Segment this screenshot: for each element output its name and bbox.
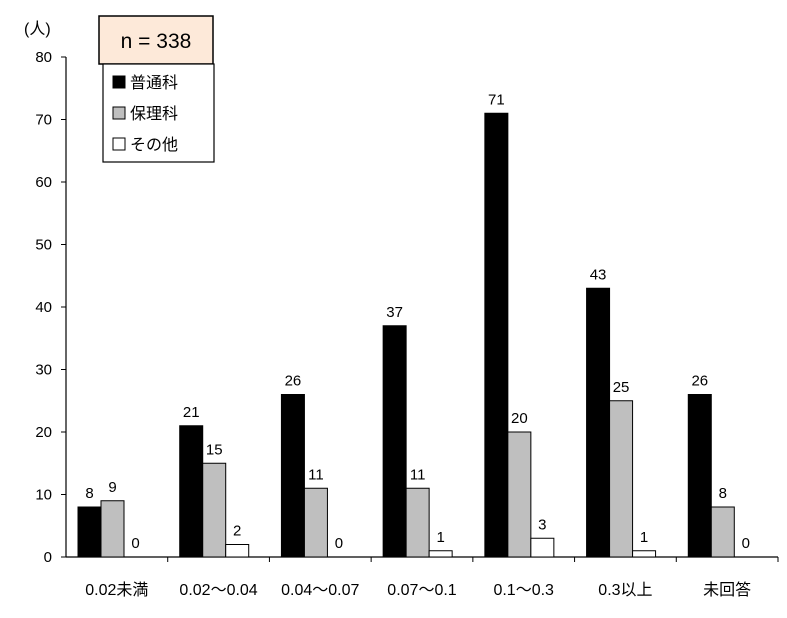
data-label: 21 [183,404,200,421]
bar-2 [710,506,735,558]
sample-size-box: n = 338 [98,15,214,65]
x-category-label: 0.07〜0.1 [387,582,456,599]
y-tick-label: 40 [35,299,52,316]
data-label: 25 [613,379,630,396]
data-label: 37 [386,304,403,321]
bar-1 [687,394,712,558]
data-label: 20 [511,410,528,427]
bar-3 [428,550,453,558]
bar-2 [609,400,634,558]
y-tick-label: 80 [35,49,52,66]
legend-swatch [112,137,126,151]
data-label: 1 [436,529,444,546]
data-label: 8 [719,485,727,502]
data-label: 2 [233,523,241,540]
bar-2 [100,500,125,558]
x-category-label: 未回答 [703,581,751,599]
bar-1 [179,425,204,558]
bar-1 [586,287,611,558]
data-label: 11 [308,466,324,483]
data-label: 0 [131,535,139,552]
legend-label: その他 [130,136,178,154]
data-label: 0 [742,535,750,552]
bar-2 [303,487,328,558]
data-label: 3 [538,516,546,533]
bar-2 [202,462,227,558]
bar-3 [632,550,657,558]
bar-2 [507,431,532,558]
bar-1 [77,506,102,558]
data-label: 26 [285,373,302,390]
x-category-label: 0.02〜0.04 [179,582,257,599]
y-tick-label: 50 [35,237,52,254]
x-category-label: 0.1〜0.3 [493,582,554,599]
y-tick-label: 20 [35,424,52,441]
data-label: 43 [590,266,607,283]
bar-1 [280,394,305,558]
bar-2 [405,487,430,558]
x-category-label: 0.3以上 [598,581,652,599]
legend-label: 保理科 [130,105,178,123]
data-label: 0 [335,535,343,552]
bar-1 [484,112,509,558]
legend-label: 普通科 [130,74,178,92]
y-tick-label: 70 [35,112,52,129]
data-label: 9 [108,479,116,496]
sample-size-box-background [98,15,214,65]
x-category-label: 0.04〜0.07 [281,582,359,599]
bar-1 [382,325,407,558]
bar-3 [530,537,555,558]
y-tick-label: 10 [35,487,52,504]
data-label: 8 [85,485,93,502]
data-label: 11 [410,466,426,483]
x-category-label: 0.02未満 [85,581,148,599]
sample-size-label: n = 338 [121,30,192,53]
y-axis-unit-label: (人) [24,20,51,38]
y-tick-label: 60 [35,174,52,191]
data-label: 71 [488,91,505,108]
data-label: 26 [691,373,708,390]
legend-swatch [112,75,126,89]
data-label: 15 [206,441,223,458]
y-tick-label: 0 [44,549,52,566]
legend-swatch [112,106,126,120]
data-label: 1 [640,529,648,546]
bar-3 [225,544,250,558]
bars [77,112,735,558]
y-tick-label: 30 [35,362,52,379]
